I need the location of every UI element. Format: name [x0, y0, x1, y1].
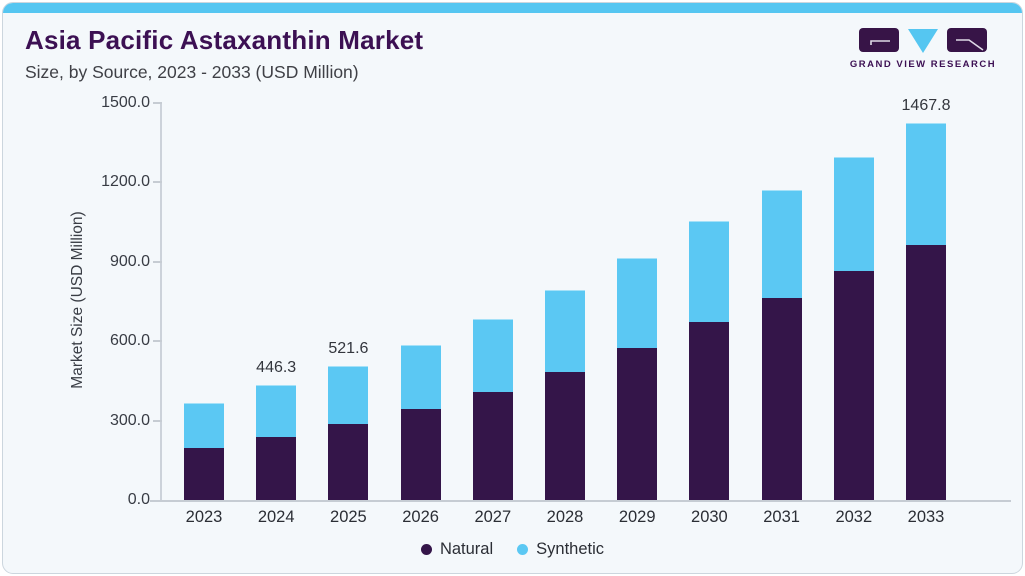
bar-segment-synthetic-2025	[328, 366, 369, 425]
bar-2027: 2027	[472, 319, 513, 526]
x-tick-label-2025: 2025	[330, 508, 367, 526]
bar-segment-natural-2028	[545, 372, 585, 500]
y-tick-label: 900.0	[109, 252, 150, 270]
legend-item-natural: Natural	[420, 540, 494, 559]
bar-2024: 446.3 2024	[256, 359, 297, 526]
bar-segment-synthetic-2029	[617, 258, 658, 349]
logo-v-icon	[908, 29, 938, 53]
x-tick-label-2030: 2030	[691, 508, 728, 526]
bar-2025: 521.6 2025	[328, 340, 369, 526]
x-tick-label-2029: 2029	[618, 508, 656, 526]
x-tick-label-2031: 2031	[763, 508, 800, 526]
y-tick-mark	[153, 181, 162, 184]
logo-r-icon	[947, 28, 987, 52]
bar-segment-synthetic-2032	[833, 157, 874, 272]
bar-segment-natural-2023	[184, 447, 224, 500]
y-tick-mark	[153, 340, 162, 343]
y-axis-title: Market Size (USD Million)	[69, 211, 86, 389]
chart-header: Asia Pacific Astaxanthin Market Size, by…	[25, 25, 423, 83]
bar-segment-synthetic-2031	[761, 190, 802, 299]
x-axis-line	[150, 500, 1011, 502]
bar-2028: 2028	[545, 290, 585, 526]
logo-text: GRAND VIEW RESEARCH	[849, 59, 997, 70]
legend: Natural Synthetic	[3, 540, 1022, 559]
y-tick-label: 600.0	[109, 332, 150, 350]
logo-icons	[848, 28, 998, 54]
accent-strip	[3, 3, 1022, 13]
bar-2033: 1467.8 2033	[902, 97, 951, 526]
chart-subtitle: Size, by Source, 2023 - 2033 (USD Millio…	[25, 62, 359, 82]
y-tick-label: 0.0	[127, 491, 150, 508]
bar-2031: 2031	[761, 190, 802, 526]
bar-segment-synthetic-2026	[400, 345, 441, 410]
bar-segment-synthetic-2028	[545, 290, 585, 373]
x-tick-label-2026: 2026	[402, 508, 439, 526]
y-tick-label: 1500.0	[101, 94, 150, 111]
bar-2029: 2029	[617, 258, 658, 526]
bar-2026: 2026	[400, 345, 441, 526]
bar-segment-natural-2029	[617, 348, 658, 500]
y-tick-mark	[153, 419, 162, 422]
x-tick-label-2028: 2028	[546, 508, 584, 526]
legend-dot-synthetic	[517, 544, 529, 555]
bar-segment-synthetic-2033	[906, 123, 946, 246]
x-tick-label-2027: 2027	[474, 508, 512, 526]
bar-segment-natural-2025	[328, 424, 369, 500]
legend-item-synthetic: Synthetic	[517, 540, 604, 559]
bar-segment-natural-2024	[256, 437, 297, 500]
bar-total-label-2033: 1467.8	[901, 97, 951, 115]
bar-total-label-2025: 521.6	[328, 340, 369, 358]
bar-segment-natural-2030	[689, 322, 730, 500]
bar-segment-synthetic-2030	[689, 221, 730, 323]
bar-segment-natural-2026	[400, 409, 441, 500]
bar-segment-synthetic-2024	[256, 385, 297, 438]
x-tick-label-2023: 2023	[185, 508, 223, 526]
bar-2030: 2030	[689, 221, 730, 526]
logo-g-icon	[859, 28, 899, 52]
x-tick-label-2024: 2024	[257, 508, 295, 526]
legend-dot-natural	[420, 544, 432, 555]
y-tick-mark	[153, 260, 162, 263]
legend-label-natural: Natural	[439, 540, 494, 558]
legend-label-synthetic: Synthetic	[536, 540, 605, 558]
x-tick-label-2032: 2032	[835, 508, 873, 526]
bar-segment-natural-2033	[906, 245, 946, 500]
y-tick-label: 1200.0	[101, 173, 150, 191]
bar-total-label-2024: 446.3	[256, 359, 297, 377]
grand-view-research-logo: GRAND VIEW RESEARCH	[848, 28, 998, 70]
y-tick-mark	[153, 102, 162, 104]
bar-2032: 2032	[833, 157, 874, 526]
bar-segment-natural-2032	[833, 271, 874, 500]
bar-segment-synthetic-2027	[472, 319, 513, 393]
plot-area: 0.0 300.0 600.0 900.0 1200.0 1500.0 2023 446.3 2…	[101, 94, 995, 526]
page-title: Asia Pacific Astaxanthin Market	[25, 25, 424, 55]
bar-segment-natural-2027	[472, 392, 513, 500]
bar-segment-natural-2031	[761, 298, 802, 500]
bar-segment-synthetic-2023	[184, 403, 224, 448]
x-tick-label-2033: 2033	[907, 508, 945, 526]
bar-2023: 2023	[184, 403, 224, 526]
y-tick-label: 300.0	[109, 411, 150, 429]
